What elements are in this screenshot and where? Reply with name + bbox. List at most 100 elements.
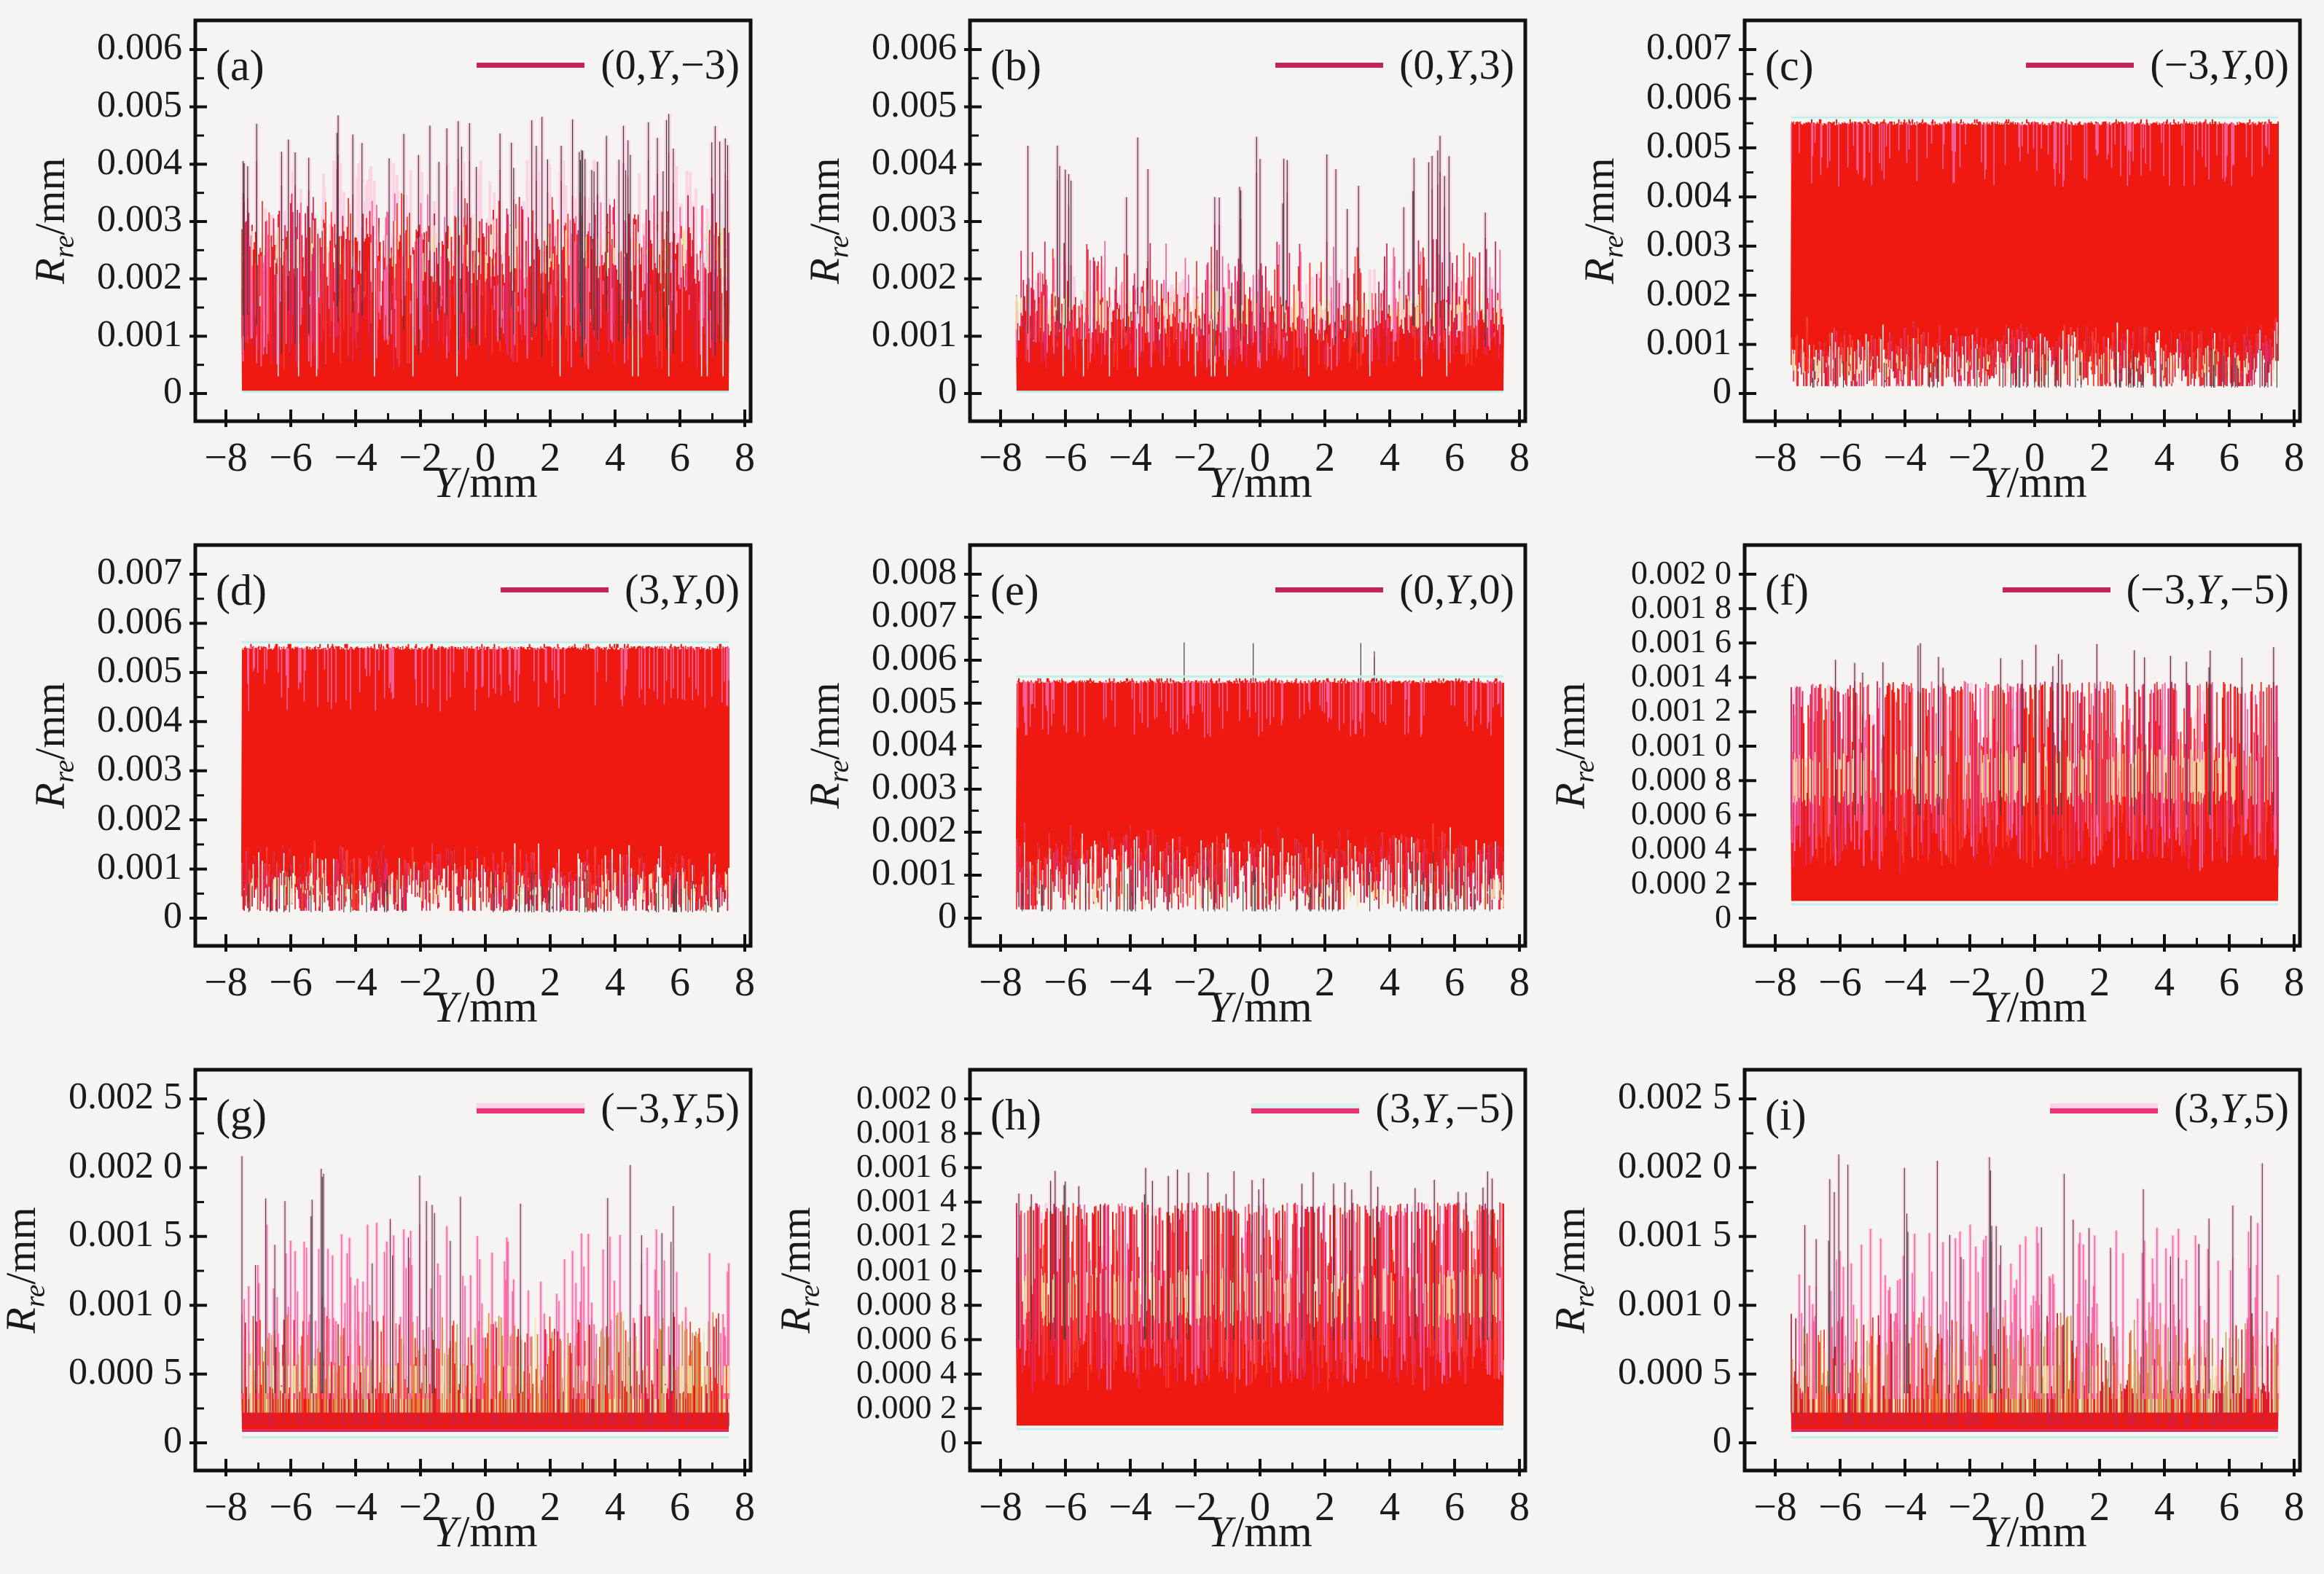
legend-line-halo xyxy=(477,1103,585,1108)
y-tick-label: 0.004 xyxy=(97,699,182,740)
legend: (0,Y,3) xyxy=(1275,44,1514,86)
x-tick-label: 4 xyxy=(605,1484,625,1530)
x-tick-label: −4 xyxy=(334,435,377,480)
y-tick-label: 0.001 4 xyxy=(1631,657,1732,694)
y-tick-label: 0.000 4 xyxy=(856,1353,957,1390)
x-tick-label: 4 xyxy=(1380,960,1400,1005)
y-axis-title: Rre/mm xyxy=(800,157,855,284)
y-tick-label: 0.005 xyxy=(97,84,182,125)
y-tick-label: 0 xyxy=(163,1420,182,1461)
y-tick-label: 0.006 xyxy=(872,637,957,678)
x-tick-label: 0 xyxy=(2024,960,2045,1005)
y-tick-label: 0.001 0 xyxy=(69,1283,182,1324)
y-tick-label: 0.001 xyxy=(1646,321,1732,363)
x-tick-label: −8 xyxy=(1753,1484,1797,1530)
x-tick-label: −8 xyxy=(1753,960,1797,1005)
x-axis-title: Y/mm xyxy=(1208,458,1312,506)
x-tick-label: −6 xyxy=(269,435,313,480)
y-tick-label: 0.002 xyxy=(97,797,182,839)
y-tick-label: 0.001 0 xyxy=(1618,1283,1732,1324)
x-tick-label: −4 xyxy=(334,1484,377,1530)
x-tick-label: 0 xyxy=(1250,1484,1270,1530)
x-tick-label: 8 xyxy=(2284,960,2304,1005)
x-axis-title: Y/mm xyxy=(1982,1508,2087,1556)
x-tick-label: 6 xyxy=(2219,1484,2239,1530)
x-tick-label: −8 xyxy=(979,1484,1022,1530)
x-tick-label: 6 xyxy=(1444,960,1465,1005)
x-axis-title: Y/mm xyxy=(1982,983,2087,1031)
x-axis-title: Y/mm xyxy=(433,458,538,506)
legend-line-swatch xyxy=(501,587,609,592)
legend-label: (0,Y,3) xyxy=(1399,41,1514,88)
x-tick-label: −6 xyxy=(1044,960,1087,1005)
y-axis-title: Rre/mm xyxy=(26,157,80,284)
y-tick-label: 0.001 xyxy=(872,852,957,893)
y-tick-label: 0.000 2 xyxy=(1631,864,1732,901)
y-tick-label: 0.006 xyxy=(97,26,182,68)
plot-area-g xyxy=(189,1068,753,1476)
y-tick-label: 0.001 2 xyxy=(856,1215,957,1253)
plot-area-h xyxy=(964,1068,1527,1476)
panel-h: 0 0.000 2 0.000 4 0.000 6 0.000 8 0.001 0 0.00… xyxy=(772,1049,1549,1574)
legend-label: (−3,Y,0) xyxy=(2150,41,2289,88)
legend: (0,Y,−3) xyxy=(477,44,740,86)
legend: (−3,Y,5) xyxy=(477,1087,740,1129)
y-tick-label: 0.001 xyxy=(97,313,182,355)
panel-letter: (a) xyxy=(216,42,265,90)
y-tick-label: 0.003 xyxy=(97,748,182,789)
legend-label: (−3,Y,−5) xyxy=(2126,565,2289,613)
y-tick-label: 0.002 5 xyxy=(1618,1076,1732,1117)
x-tick-label: 0 xyxy=(2024,435,2045,480)
y-tick-label: 0.006 xyxy=(1646,76,1732,117)
x-tick-label: −8 xyxy=(204,435,248,480)
x-tick-label: −6 xyxy=(269,1484,313,1530)
y-tick-label: 0.001 6 xyxy=(856,1147,957,1184)
legend-line-swatch xyxy=(477,1103,585,1113)
panel-letter: (f) xyxy=(1765,566,1809,614)
y-tick-label: 0 xyxy=(163,370,182,412)
x-tick-label: 8 xyxy=(735,960,755,1005)
x-tick-label: −8 xyxy=(979,960,1022,1005)
x-tick-label: −4 xyxy=(1108,1484,1152,1530)
x-tick-label: −2 xyxy=(399,960,442,1005)
x-tick-label: −8 xyxy=(1753,435,1797,480)
x-tick-label: −8 xyxy=(204,960,248,1005)
x-tick-label: 8 xyxy=(1509,1484,1530,1530)
x-tick-label: 0 xyxy=(475,960,496,1005)
x-tick-label: 2 xyxy=(2089,960,2110,1005)
y-tick-label: 0.002 xyxy=(97,256,182,297)
legend-line-swatch xyxy=(1251,1103,1360,1113)
x-tick-label: −8 xyxy=(204,1484,248,1530)
legend-line-halo xyxy=(1251,1103,1360,1108)
x-tick-label: −6 xyxy=(269,960,313,1005)
y-tick-label: 0 xyxy=(163,895,182,936)
legend: (−3,Y,0) xyxy=(2026,44,2289,86)
y-tick-label: 0.002 0 xyxy=(1618,1145,1732,1186)
x-tick-label: 0 xyxy=(1250,435,1270,480)
x-tick-label: 2 xyxy=(540,960,560,1005)
x-tick-label: 4 xyxy=(1380,435,1400,480)
x-tick-label: 8 xyxy=(2284,1484,2304,1530)
x-tick-label: 4 xyxy=(2154,435,2175,480)
panel-letter: (e) xyxy=(990,566,1039,614)
x-tick-label: 8 xyxy=(1509,435,1530,480)
plot-area-e xyxy=(964,543,1527,952)
y-tick-label: 0.007 xyxy=(872,594,957,635)
x-tick-label: 2 xyxy=(540,1484,560,1530)
y-tick-label: 0.005 xyxy=(97,649,182,691)
y-tick-label: 0 xyxy=(1713,370,1732,412)
y-tick-label: 0.000 2 xyxy=(856,1388,957,1425)
x-tick-label: 4 xyxy=(605,960,625,1005)
y-tick-label: 0.000 8 xyxy=(856,1285,957,1322)
x-tick-label: 6 xyxy=(2219,960,2239,1005)
y-tick-label: 0.005 xyxy=(872,680,957,721)
x-tick-label: −2 xyxy=(399,435,442,480)
x-tick-label: 6 xyxy=(670,435,690,480)
y-tick-label: 0.002 0 xyxy=(1631,554,1732,591)
x-tick-label: −6 xyxy=(1818,1484,1862,1530)
y-tick-label: 0.007 xyxy=(1646,26,1732,68)
panel-a: 0 0.001 0.002 0.003 0.004 0.005 0.006 −8 −6 −4 −2 0… xyxy=(0,0,775,525)
x-tick-label: 4 xyxy=(2154,960,2175,1005)
legend-line-swatch xyxy=(2002,587,2110,592)
panel-letter: (b) xyxy=(990,42,1041,90)
